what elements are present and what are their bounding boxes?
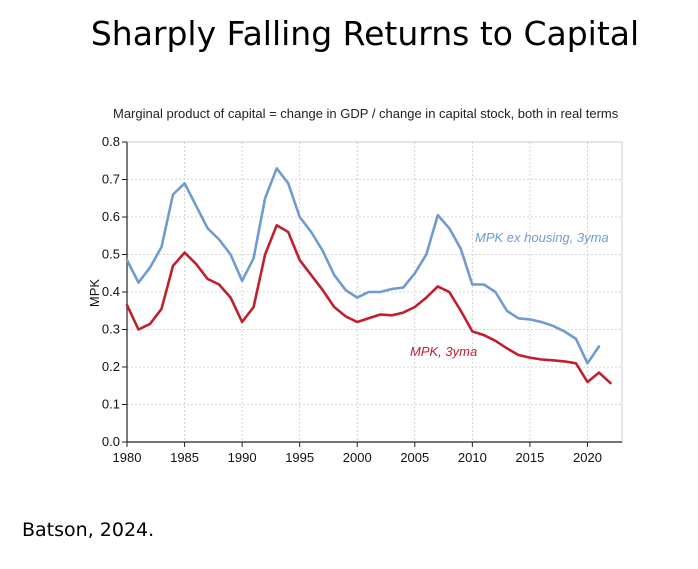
- x-tick-label: 2015: [515, 450, 544, 465]
- chart-axes: 0.0 0.1 0.2 0.3 0.4 0.5 0.6 0.7 0.8 1980 1985 1990 1…: [102, 134, 622, 465]
- series-line-mpk-ex-housing: [125, 167, 601, 365]
- y-tick-label: 0.4: [102, 284, 120, 299]
- x-tick-label: 1995: [285, 450, 314, 465]
- page-title: Sharply Falling Returns to Capital: [90, 14, 640, 53]
- y-tick-label: 0.0: [102, 434, 120, 449]
- x-tick-label: 2020: [573, 450, 602, 465]
- x-tick-label: 2000: [343, 450, 372, 465]
- y-axis-label: MPK: [87, 279, 102, 308]
- x-tick-label: 1990: [228, 450, 257, 465]
- chart-annotations: MPK ex housing, 3yma MPK, 3yma: [410, 230, 609, 359]
- y-tick-label: 0.6: [102, 209, 120, 224]
- series-line-mpk: [125, 224, 612, 385]
- chart-grid: [126, 141, 623, 443]
- chart-subtitle: Marginal product of capital = change in …: [113, 106, 619, 121]
- x-tick-label: 2010: [458, 450, 487, 465]
- x-tick-label: 1985: [170, 450, 199, 465]
- y-tick-label: 0.1: [102, 397, 120, 412]
- source-caption: Batson, 2024.: [22, 519, 155, 541]
- y-tick-label: 0.3: [102, 322, 120, 337]
- y-tick-label: 0.7: [102, 172, 120, 187]
- x-tick-label: 2005: [400, 450, 429, 465]
- y-tick-label: 0.5: [102, 247, 120, 262]
- y-tick-label: 0.8: [102, 134, 120, 149]
- annotation-mpk-ex-housing: MPK ex housing, 3yma: [475, 230, 609, 245]
- mpk-line-chart: Marginal product of capital = change in …: [87, 106, 623, 465]
- y-tick-label: 0.2: [102, 359, 120, 374]
- annotation-mpk: MPK, 3yma: [410, 344, 477, 359]
- x-tick-label: 1980: [113, 450, 142, 465]
- chart-series: [125, 167, 612, 385]
